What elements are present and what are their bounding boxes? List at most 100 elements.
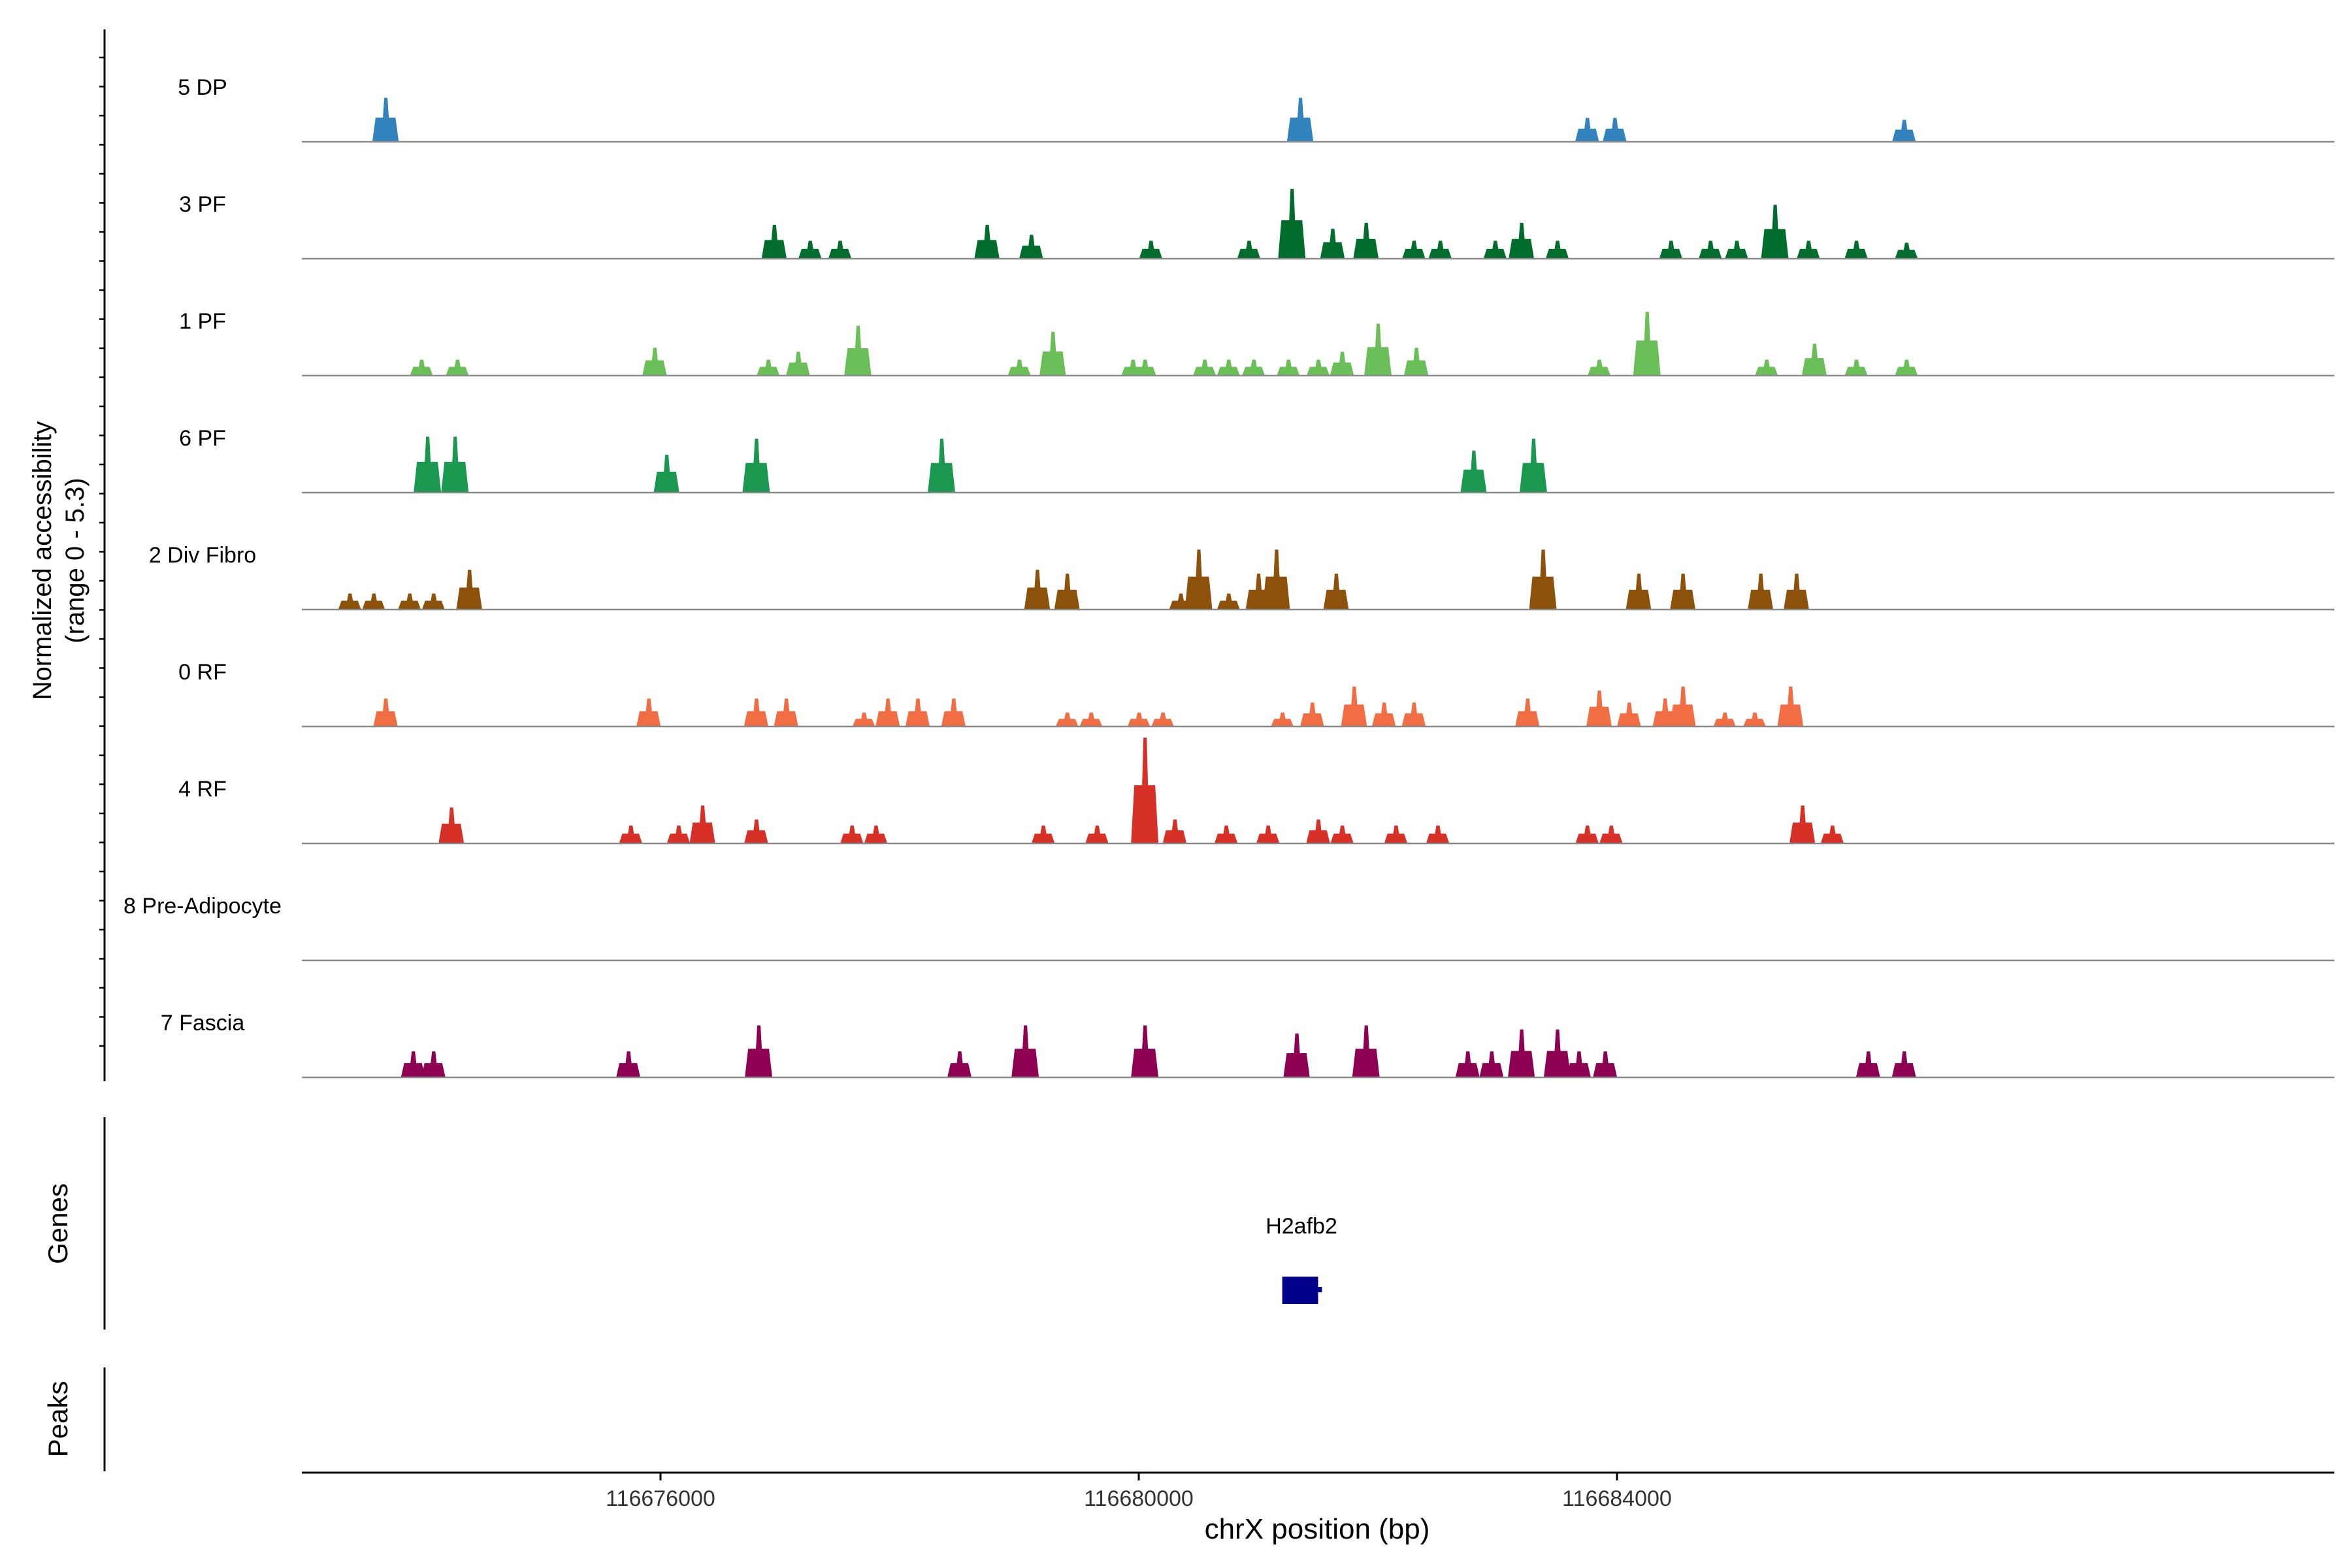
coverage-peak <box>1844 240 1868 259</box>
coverage-peak <box>1193 359 1217 376</box>
x-axis-ticks: 116676000 116680000 116684000 <box>606 1473 1672 1511</box>
track-6: 0 RF <box>178 660 2334 728</box>
coverage-peak <box>828 240 852 259</box>
coverage-peak <box>1455 1051 1480 1077</box>
coverage-peak <box>1306 359 1330 376</box>
track-9: 7 Fascia <box>161 1011 2334 1079</box>
track-label: 8 Pre-Adipocyte <box>123 894 282 919</box>
coverage-peak <box>1895 359 1918 376</box>
coverage-peak <box>744 819 768 843</box>
track-label: 1 PF <box>179 309 226 334</box>
coverage-peak <box>1256 825 1280 843</box>
coverage-peak <box>1460 450 1487 493</box>
track-8: 8 Pre-Adipocyte <box>123 894 2334 962</box>
coverage-peak <box>1483 240 1507 259</box>
coverage-peak <box>1286 97 1314 142</box>
coverage-peak <box>1371 702 1396 727</box>
coverage-peak <box>1127 712 1151 727</box>
track-label: 3 PF <box>179 192 226 217</box>
coverage-peak <box>1031 825 1055 843</box>
gene-body <box>1282 1277 1318 1304</box>
coverage-peak <box>1184 549 1213 610</box>
coverage-peak <box>1659 240 1683 259</box>
coverage-peak <box>1820 825 1844 843</box>
coverage-peak <box>1217 359 1240 376</box>
coverage-peak <box>1131 1025 1159 1077</box>
coverage-peak <box>774 698 798 727</box>
x-tick-label: 116680000 <box>1084 1486 1194 1511</box>
coverage-peak <box>1384 825 1408 843</box>
coverage-peak <box>852 712 875 727</box>
coverage-peak <box>1575 118 1599 142</box>
coverage-peak <box>786 351 810 376</box>
coverage-peak <box>398 593 421 610</box>
coverage-peak <box>1633 312 1661 376</box>
coverage-peak <box>1237 240 1261 259</box>
coverage-peak <box>1748 573 1774 610</box>
coverage-peak <box>1323 573 1349 610</box>
coverage-peak <box>1151 712 1174 727</box>
coverage-peak <box>941 698 966 727</box>
coverage-peak <box>974 225 1000 259</box>
coverage-peak <box>1055 712 1079 727</box>
coverage-peak <box>414 436 442 493</box>
coverage-peak <box>689 805 715 843</box>
coverage-peak <box>619 825 642 843</box>
coverage-peak <box>875 698 900 727</box>
coverage-peak <box>441 436 469 493</box>
coverage-peak <box>373 698 398 727</box>
track-5: 2 Div Fibro <box>149 543 2334 611</box>
coverage-peak <box>1725 240 1748 259</box>
coverage-peak <box>1352 1025 1380 1077</box>
track-label: 2 Div Fibro <box>149 543 256 568</box>
track-label: 4 RF <box>178 777 227 802</box>
coverage-peak <box>864 825 888 843</box>
track-3: 1 PF <box>179 309 2334 377</box>
track-7: 4 RF <box>178 738 2334 845</box>
coverage-peak <box>1892 120 1916 142</box>
coverage-peak <box>1515 698 1540 727</box>
track-label: 5 DP <box>178 75 227 100</box>
coverage-peak <box>1019 235 1043 259</box>
coverage-peak <box>1402 240 1426 259</box>
coverage-peak <box>1789 805 1816 843</box>
y-axis-label-line2: (range 0 - 5.3) <box>61 478 90 643</box>
coverage-peak <box>636 698 661 727</box>
coverage-peak <box>798 240 822 259</box>
coverage-peak <box>1603 118 1627 142</box>
track-label: 7 Fascia <box>161 1011 245 1036</box>
coverage-peak <box>1277 359 1300 376</box>
coverage-peak <box>1024 569 1051 610</box>
coverage-peak <box>1426 825 1450 843</box>
coverage-peak <box>1139 240 1163 259</box>
coverage-peak <box>1891 1051 1916 1077</box>
coverage-peak <box>1401 702 1426 727</box>
coverage-peak <box>456 569 483 610</box>
gene-annotation-track: H2afb2 <box>1266 1214 1337 1304</box>
coverage-peak <box>1054 573 1080 610</box>
coverage-peak <box>1586 690 1612 727</box>
coverage-peak <box>1214 825 1238 843</box>
coverage-peak <box>1283 1033 1310 1077</box>
peaks-panel-label: Peaks <box>42 1381 73 1458</box>
coverage-peak <box>1131 738 1159 843</box>
x-axis-label: chrX position (bp) <box>1205 1513 1430 1545</box>
coverage-peak <box>1844 359 1868 376</box>
coverage-peak <box>1039 331 1066 376</box>
coverage-peak <box>1133 359 1156 376</box>
coverage-peak <box>1007 359 1031 376</box>
coverage-peak <box>421 1051 446 1077</box>
x-tick-label: 116684000 <box>1562 1486 1672 1511</box>
coverage-peak <box>1543 1029 1571 1077</box>
coverage-peak <box>743 698 769 727</box>
track-1: 5 DP <box>178 75 2334 143</box>
coverage-peak <box>1670 573 1696 610</box>
coverage-peak <box>840 825 864 843</box>
coverage-peak <box>400 1051 425 1077</box>
coverage-peak <box>1855 1051 1880 1077</box>
coverage-peak <box>1699 240 1722 259</box>
coverage-peak <box>1353 222 1379 259</box>
coverage-peak <box>1755 359 1778 376</box>
coverage-peak <box>1364 323 1392 376</box>
